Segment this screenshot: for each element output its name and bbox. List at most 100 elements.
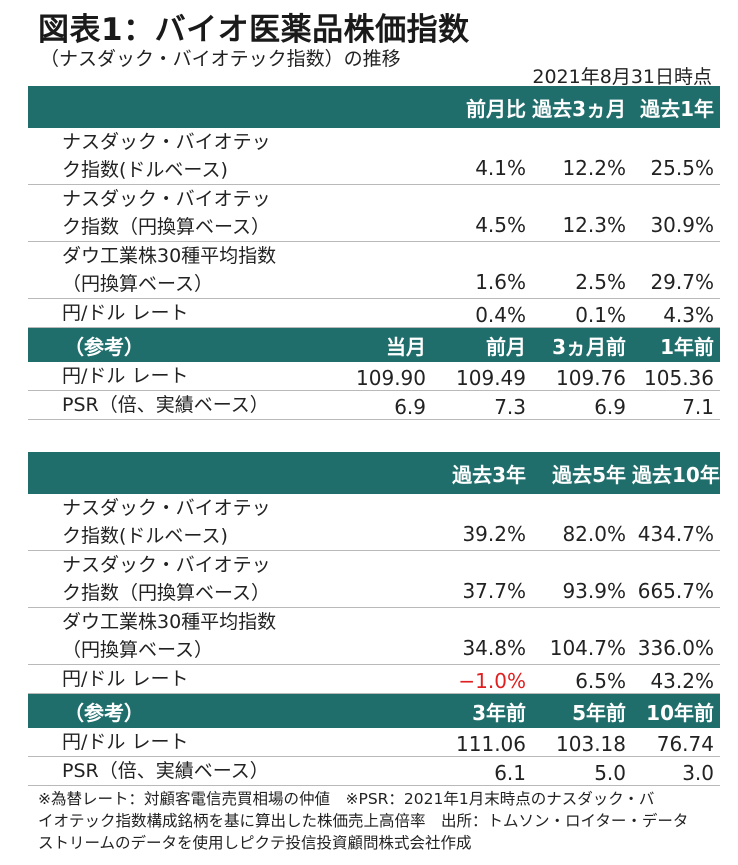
header-cell: （参考）: [28, 328, 284, 363]
cell: 7.3: [432, 391, 532, 420]
row-label: ダウ工業株30種平均指数（円換算ベース）: [28, 608, 284, 665]
header-cell: 3年前: [432, 694, 532, 729]
footnote-line: ストリームのデータを使用しピクテ投信投資顧問株式会社作成: [38, 832, 722, 854]
row-label: ナスダック・バイオテック指数（円換算ベース）: [28, 551, 284, 608]
cell: 12.2%: [532, 128, 632, 185]
table-header: 前月比 過去3ヵ月 過去1年: [28, 86, 720, 128]
cell: 4.3%: [632, 299, 720, 328]
cell: 109.76: [532, 362, 632, 391]
cell: 4.5%: [432, 185, 532, 242]
cell: 665.7%: [632, 551, 720, 608]
header-cell: 1年前: [632, 328, 720, 363]
cell: [284, 494, 432, 551]
table-row: ナスダック・バイオテック指数（円換算ベース） 37.7% 93.9% 665.7…: [28, 551, 720, 608]
row-label: 円/ドル レート: [28, 299, 284, 328]
reference-header: （参考） 3年前 5年前 10年前: [28, 694, 720, 729]
cell: [284, 608, 432, 665]
cell: [284, 665, 432, 694]
table-row: 円/ドル レート 109.90 109.49 109.76 105.36: [28, 362, 720, 391]
header-cell: （参考）: [28, 694, 284, 729]
reference-header: （参考） 当月 前月 3ヵ月前 1年前: [28, 328, 720, 363]
header-cell: 前月比: [432, 86, 532, 128]
page-title: 図表1：バイオ医薬品株価指数: [38, 4, 470, 49]
cell: [284, 299, 432, 328]
cell: [284, 728, 432, 757]
cell: 76.74: [632, 728, 720, 757]
cell: [284, 757, 432, 786]
header-cell: 5年前: [532, 694, 632, 729]
cell: [284, 128, 432, 185]
row-label: PSR（倍、実績ベース）: [28, 391, 284, 420]
row-label: PSR（倍、実績ベース）: [28, 757, 284, 786]
cell: 109.49: [432, 362, 532, 391]
cell: 105.36: [632, 362, 720, 391]
cell: 34.8%: [432, 608, 532, 665]
header-cell: [284, 452, 432, 494]
cell: 336.0%: [632, 608, 720, 665]
footnote: ※為替レート：対顧客電信売買相場の仲値 ※PSR：2021年1月末時点のナスダッ…: [38, 788, 722, 854]
table-row: ナスダック・バイオテック指数（円換算ベース） 4.5% 12.3% 30.9%: [28, 185, 720, 242]
header-cell: 過去5年: [532, 452, 632, 494]
cell: 5.0: [532, 757, 632, 786]
row-label: ナスダック・バイオテック指数(ドルベース): [28, 128, 284, 185]
header-cell: 3ヵ月前: [532, 328, 632, 363]
header-cell: 10年前: [632, 694, 720, 729]
row-label: 円/ドル レート: [28, 362, 284, 391]
cell: 7.1: [632, 391, 720, 420]
negative-cell: −1.0%: [432, 665, 532, 694]
page-subtitle: （ナスダック・バイオテック指数）の推移: [40, 44, 401, 71]
cell: [284, 242, 432, 299]
cell: 104.7%: [532, 608, 632, 665]
table-row: 円/ドル レート 111.06 103.18 76.74: [28, 728, 720, 757]
row-label: ナスダック・バイオテック指数(ドルベース): [28, 494, 284, 551]
cell: 109.90: [284, 362, 432, 391]
header-cell: 過去3ヵ月: [532, 86, 632, 128]
table-row: PSR（倍、実績ベース） 6.9 7.3 6.9 7.1: [28, 391, 720, 420]
cell: 4.1%: [432, 128, 532, 185]
table-row: ダウ工業株30種平均指数（円換算ベース） 1.6% 2.5% 29.7%: [28, 242, 720, 299]
cell: 37.7%: [432, 551, 532, 608]
table-row: 円/ドル レート −1.0% 6.5% 43.2%: [28, 665, 720, 694]
header-cell: [28, 86, 284, 128]
table-long-term: 過去3年 過去5年 過去10年 ナスダック・バイオテック指数(ドルベース) 39…: [28, 452, 720, 786]
cell: 6.5%: [532, 665, 632, 694]
table-row: ダウ工業株30種平均指数（円換算ベース） 34.8% 104.7% 336.0%: [28, 608, 720, 665]
cell: 82.0%: [532, 494, 632, 551]
footnote-line: イオテック指数構成銘柄を基に算出した株価売上高倍率 出所：トムソン・ロイター・デ…: [38, 810, 722, 832]
table-header: 過去3年 過去5年 過去10年: [28, 452, 720, 494]
header-cell: [284, 694, 432, 729]
header-cell: 過去3年: [432, 452, 532, 494]
cell: 0.4%: [432, 299, 532, 328]
cell: 25.5%: [632, 128, 720, 185]
table-row: ナスダック・バイオテック指数(ドルベース) 39.2% 82.0% 434.7%: [28, 494, 720, 551]
table-short-term: 前月比 過去3ヵ月 過去1年 ナスダック・バイオテック指数(ドルベース) 4.1…: [28, 86, 720, 420]
cell: 43.2%: [632, 665, 720, 694]
row-label: 円/ドル レート: [28, 665, 284, 694]
header-cell: 当月: [284, 328, 432, 363]
cell: 6.1: [432, 757, 532, 786]
cell: 29.7%: [632, 242, 720, 299]
cell: 30.9%: [632, 185, 720, 242]
cell: 6.9: [532, 391, 632, 420]
header-cell: 過去1年: [632, 86, 720, 128]
cell: 111.06: [432, 728, 532, 757]
cell: 1.6%: [432, 242, 532, 299]
cell: 39.2%: [432, 494, 532, 551]
row-label: ナスダック・バイオテック指数（円換算ベース）: [28, 185, 284, 242]
table-row: PSR（倍、実績ベース） 6.1 5.0 3.0: [28, 757, 720, 786]
header-cell: 前月: [432, 328, 532, 363]
cell: [284, 185, 432, 242]
footnote-line: ※為替レート：対顧客電信売買相場の仲値 ※PSR：2021年1月末時点のナスダッ…: [38, 788, 722, 810]
cell: 434.7%: [632, 494, 720, 551]
cell: 103.18: [532, 728, 632, 757]
row-label: ダウ工業株30種平均指数（円換算ベース）: [28, 242, 284, 299]
header-cell: [28, 452, 284, 494]
table-row: 円/ドル レート 0.4% 0.1% 4.3%: [28, 299, 720, 328]
cell: 0.1%: [532, 299, 632, 328]
cell: 2.5%: [532, 242, 632, 299]
as-of-date: 2021年8月31日時点: [532, 62, 712, 89]
header-cell: [284, 86, 432, 128]
cell: [284, 551, 432, 608]
table-row: ナスダック・バイオテック指数(ドルベース) 4.1% 12.2% 25.5%: [28, 128, 720, 185]
